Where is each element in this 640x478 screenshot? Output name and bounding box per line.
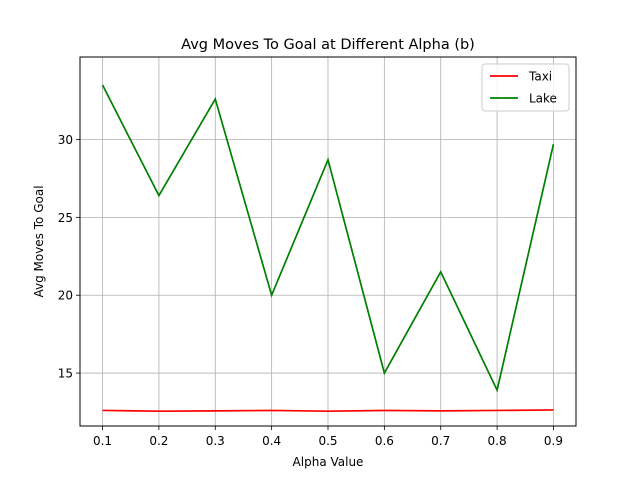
x-tick-label: 0.5 xyxy=(318,434,337,448)
y-tick-label: 30 xyxy=(58,133,73,147)
legend-label-taxi: Taxi xyxy=(528,70,552,84)
x-tick-label: 0.4 xyxy=(262,434,281,448)
series-layer xyxy=(101,84,555,413)
y-tick-label: 15 xyxy=(58,367,73,381)
series-line-taxi xyxy=(102,409,554,413)
x-tick-label: 0.9 xyxy=(544,434,563,448)
series-line-lake xyxy=(101,84,555,393)
x-tick-label: 0.8 xyxy=(488,434,507,448)
legend-label-lake: Lake xyxy=(529,92,557,106)
x-tick-label: 0.1 xyxy=(93,434,112,448)
legend: Taxi Lake xyxy=(481,63,570,112)
x-tick-label: 0.7 xyxy=(431,434,450,448)
x-axis-label: Alpha Value xyxy=(293,455,364,469)
y-tick-label: 20 xyxy=(58,289,73,303)
y-axis: 15 20 25 30 xyxy=(58,133,80,381)
x-tick-label: 0.3 xyxy=(206,434,225,448)
x-tick-label: 0.6 xyxy=(375,434,394,448)
x-tick-label: 0.2 xyxy=(149,434,168,448)
y-tick-label: 25 xyxy=(58,211,73,225)
chart-title: Avg Moves To Goal at Different Alpha (b) xyxy=(181,37,475,53)
x-axis: 0.1 0.2 0.3 0.4 0.5 0.6 0.7 0.8 0.9 xyxy=(93,426,563,448)
y-axis-label: Avg Moves To Goal xyxy=(32,185,46,297)
grid xyxy=(80,57,576,426)
